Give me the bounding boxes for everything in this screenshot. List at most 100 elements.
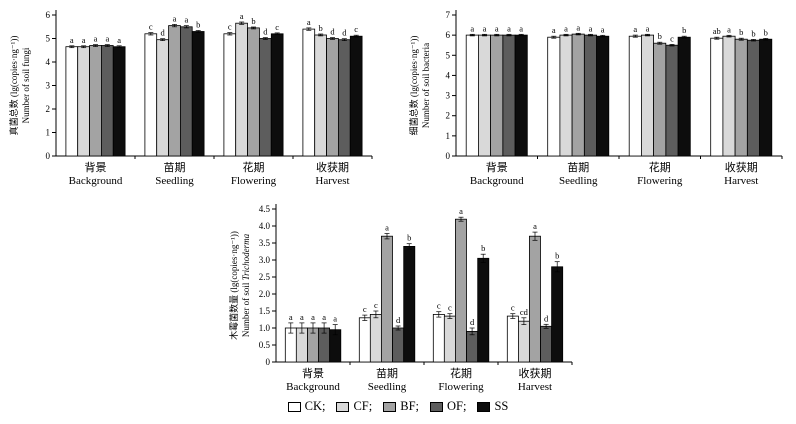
category-label-en: Harvest bbox=[518, 381, 552, 393]
category-label-cn: 收获期 bbox=[519, 366, 552, 380]
bar-BF bbox=[89, 45, 102, 157]
y-tick-label: 2.0 bbox=[259, 289, 271, 299]
sig-letter: a bbox=[333, 314, 337, 324]
sig-letter: d bbox=[330, 27, 335, 37]
sig-letter: a bbox=[94, 34, 98, 44]
sig-letter: b bbox=[682, 25, 686, 35]
bar-OF bbox=[179, 26, 193, 157]
bar-BF bbox=[653, 42, 667, 157]
bar-CF bbox=[314, 34, 327, 157]
sig-letter: a bbox=[70, 35, 74, 45]
category-label-en: Flowering bbox=[231, 175, 277, 187]
sig-letter: d bbox=[544, 313, 549, 323]
category-label-cn: 背景 bbox=[302, 366, 324, 380]
sig-letter: c bbox=[149, 22, 153, 32]
sig-letter: c bbox=[363, 304, 367, 314]
bar-SS bbox=[403, 246, 416, 363]
y-axis-label-cn: 木霉菌数量 (lg(copies·ng⁻¹)) bbox=[228, 231, 239, 340]
sig-letter: a bbox=[240, 11, 244, 21]
sig-letter: a bbox=[601, 24, 605, 34]
bar-SS bbox=[112, 46, 126, 157]
bar-SS bbox=[596, 35, 610, 157]
sig-letter: d bbox=[161, 28, 166, 38]
sig-letter: b bbox=[407, 233, 411, 243]
bar-CK bbox=[65, 46, 79, 157]
y-tick-label: 5 bbox=[446, 50, 451, 60]
y-tick-label: 6 bbox=[446, 30, 451, 40]
bar-CK bbox=[432, 314, 445, 363]
sig-letter: b bbox=[555, 251, 559, 261]
sig-letter: a bbox=[300, 312, 304, 322]
sig-letter: a bbox=[495, 23, 499, 33]
bar-CK bbox=[710, 37, 724, 157]
y-tick-label: 2 bbox=[446, 111, 451, 121]
bar-CF bbox=[517, 320, 530, 363]
y-tick-label: 2 bbox=[46, 104, 51, 114]
bar-CK bbox=[302, 28, 316, 157]
category-label-cn: 背景 bbox=[486, 160, 508, 174]
sig-letter: a bbox=[307, 17, 311, 27]
y-axis-label-cn: 真菌总数 (lg(copies·ng⁻¹)) bbox=[8, 36, 19, 136]
sig-letter: a bbox=[117, 35, 121, 45]
sig-letter: c bbox=[275, 22, 279, 32]
y-tick-label: 4.0 bbox=[259, 221, 271, 231]
bar-OF bbox=[583, 34, 597, 157]
category-label-en: Harvest bbox=[315, 175, 349, 187]
sig-letter: a bbox=[552, 25, 556, 35]
category-label-cn: 花期 bbox=[450, 367, 472, 380]
y-tick-label: 0 bbox=[266, 357, 271, 367]
category-label-cn: 收获期 bbox=[725, 160, 758, 174]
category-label-cn: 苗期 bbox=[164, 161, 186, 174]
category-label-cn: 苗期 bbox=[567, 161, 589, 174]
sig-letter: a bbox=[322, 312, 326, 322]
sig-letter: c bbox=[511, 303, 515, 313]
category-label-en: Background bbox=[470, 175, 524, 187]
bar-OF bbox=[502, 34, 516, 157]
sig-letter: a bbox=[633, 24, 637, 34]
chart-tspan: Number of soil bbox=[241, 280, 251, 337]
legend-item-BF: BF; bbox=[383, 399, 419, 414]
bar-SS bbox=[191, 31, 205, 157]
sig-letter: c bbox=[374, 300, 378, 310]
sig-letter: a bbox=[82, 35, 86, 45]
y-tick-label: 4 bbox=[446, 70, 451, 80]
legend-label-CF: CF; bbox=[353, 399, 373, 413]
sig-letter: d bbox=[342, 28, 347, 38]
bar-SS bbox=[759, 38, 773, 157]
sig-letter: d bbox=[263, 27, 268, 37]
y-tick-label: 3.0 bbox=[259, 255, 271, 265]
y-axis-label-en: Number of soil bacteria bbox=[421, 43, 431, 128]
bar-CF bbox=[235, 22, 248, 157]
y-tick-label: 6 bbox=[46, 10, 51, 20]
y-tick-label: 1.5 bbox=[259, 306, 271, 316]
bar-OF bbox=[101, 45, 114, 157]
sig-letter: a bbox=[311, 312, 315, 322]
bar-CK bbox=[547, 36, 561, 157]
sig-letter: a bbox=[507, 23, 511, 33]
sig-letter: a bbox=[184, 15, 188, 25]
y-tick-label: 3.5 bbox=[259, 238, 271, 248]
bar-OF bbox=[337, 39, 351, 157]
sig-letter: ab bbox=[713, 26, 721, 36]
sig-letter: a bbox=[564, 23, 568, 33]
category-label-en: Flowering bbox=[637, 175, 683, 187]
sig-letter: b bbox=[196, 20, 200, 30]
bar-BF bbox=[380, 235, 393, 363]
y-tick-label: 0 bbox=[446, 151, 451, 161]
chart-legend: CK; CF; BF; OF; SS bbox=[0, 399, 796, 414]
bar-BF bbox=[528, 235, 541, 363]
bar-CK bbox=[358, 317, 371, 363]
category-label-en: Background bbox=[286, 381, 340, 393]
bar-CK bbox=[628, 35, 642, 157]
legend-swatch-CK bbox=[287, 401, 301, 412]
bar-CK bbox=[144, 33, 158, 157]
bar-CF bbox=[443, 315, 456, 363]
y-axis-label-en: Number of soil Trichoderma bbox=[241, 233, 251, 337]
y-axis-label-cn: 细菌总数 (lg(copies·ng⁻¹)) bbox=[408, 36, 419, 136]
sig-letter: c bbox=[228, 22, 232, 32]
legend-swatch-BF bbox=[383, 401, 397, 412]
bar-SS bbox=[551, 266, 564, 363]
category-label-cn: 收获期 bbox=[316, 160, 349, 174]
sig-letter: a bbox=[576, 22, 580, 32]
bar-SS bbox=[677, 36, 691, 157]
